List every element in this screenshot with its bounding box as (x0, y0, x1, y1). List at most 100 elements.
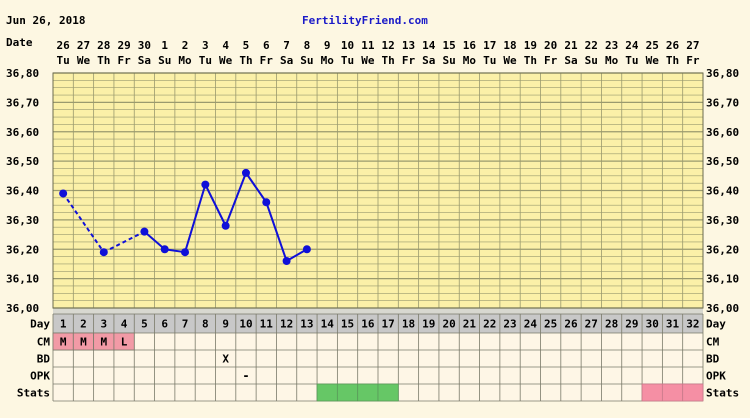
date-tick: 6 (263, 39, 270, 52)
temperature-point (160, 245, 169, 254)
weekday-tick: Mo (321, 54, 335, 67)
temperature-point (140, 227, 149, 236)
y-tick-left: 36,10 (6, 273, 39, 286)
temperature-segment (245, 172, 268, 203)
date-tick: 23 (605, 39, 618, 52)
cycle-day-number: 21 (463, 318, 477, 331)
weekday-tick: Sa (280, 54, 293, 67)
date-tick: 7 (283, 39, 290, 52)
y-tick-left: 36,40 (6, 185, 39, 198)
weekday-tick: Th (97, 54, 110, 67)
date-tick: 3 (202, 39, 209, 52)
cm-value: M (100, 336, 107, 349)
date-tick: 26 (57, 39, 71, 52)
cycle-day-number: 20 (442, 318, 455, 331)
y-tick-left: 36,00 (6, 302, 39, 315)
temperature-gap-segment (103, 230, 145, 254)
date-tick: 17 (483, 39, 496, 52)
weekday-tick: We (219, 54, 233, 67)
day-row-label-left: Day (30, 318, 50, 331)
cycle-day-number: 11 (260, 318, 274, 331)
cycle-day-number: 29 (625, 318, 638, 331)
opk-row-label-left: OPK (30, 370, 50, 383)
cm-value: M (60, 336, 67, 349)
temperature-point (59, 189, 68, 198)
opk-mark: - (242, 369, 249, 383)
weekday-tick: Mo (178, 54, 192, 67)
temperature-segment (204, 184, 227, 227)
weekday-tick: Fr (544, 54, 558, 67)
weekday-tick: Sa (564, 54, 577, 67)
weekday-tick: Tu (483, 54, 496, 67)
y-tick-right: 36,80 (706, 67, 739, 80)
temperature-point (262, 198, 271, 207)
stats-pink-cell (641, 383, 663, 402)
cycle-day-number: 1 (60, 318, 67, 331)
date-tick: 11 (361, 39, 375, 52)
date-tick: 12 (382, 39, 395, 52)
brand-label: FertilityFriend.com (302, 14, 428, 27)
cycle-day-number: 9 (222, 318, 229, 331)
weekday-tick: Sa (422, 54, 435, 67)
cycle-day-number: 28 (605, 318, 618, 331)
date-tick: 26 (666, 39, 680, 52)
weekday-tick: Tu (57, 54, 70, 67)
temperature-point (221, 221, 230, 230)
date-tick: 1 (161, 39, 168, 52)
y-tick-right: 36,30 (706, 214, 739, 227)
date-tick: 21 (564, 39, 578, 52)
temperature-segment (224, 172, 247, 227)
temperature-segment (143, 230, 166, 251)
date-tick: 2 (182, 39, 189, 52)
date-tick: 24 (625, 39, 639, 52)
weekday-tick: Su (300, 54, 313, 67)
weekday-tick: Th (524, 54, 537, 67)
weekday-tick: Fr (117, 54, 131, 67)
cycle-day-number: 7 (182, 318, 189, 331)
cycle-day-number: 25 (544, 318, 557, 331)
temperature-point (201, 180, 210, 189)
cycle-day-number: 14 (321, 318, 335, 331)
weekday-tick: Mo (463, 54, 477, 67)
weekday-tick: Tu (199, 54, 212, 67)
date-tick: 16 (463, 39, 477, 52)
temperature-point (241, 168, 250, 177)
y-tick-right: 36,60 (706, 126, 739, 139)
cycle-day-number: 12 (280, 318, 293, 331)
date-tick: 5 (243, 39, 250, 52)
y-tick-right: 36,50 (706, 155, 739, 168)
y-tick-left: 36,20 (6, 243, 39, 256)
date-tick: 27 (77, 39, 90, 52)
date-tick: 4 (222, 39, 229, 52)
y-tick-left: 36,70 (6, 96, 39, 109)
cycle-day-number: 8 (202, 318, 209, 331)
date-tick: 28 (97, 39, 110, 52)
cycle-day-number: 15 (341, 318, 354, 331)
bd-mark: X (222, 353, 229, 366)
cycle-day-number: 10 (239, 318, 252, 331)
weekday-tick: Su (442, 54, 455, 67)
weekday-tick: Th (239, 54, 252, 67)
cycle-day-number: 17 (382, 318, 395, 331)
stats-row-label-right: Stats (706, 387, 739, 400)
day-row-label-right: Day (706, 318, 726, 331)
date-tick: 18 (503, 39, 516, 52)
cm-value: L (121, 336, 128, 349)
date-tick: 15 (442, 39, 455, 52)
y-tick-left: 36,30 (6, 214, 39, 227)
temperature-point (181, 248, 190, 257)
bd-row-label-right: BD (706, 353, 720, 366)
stats-pink-cell (661, 383, 684, 402)
chart-date: Jun 26, 2018 (6, 14, 85, 27)
cycle-day-number: 18 (402, 318, 415, 331)
temperature-point (282, 257, 291, 265)
y-tick-right: 36,10 (706, 273, 739, 286)
cycle-day-number: 4 (121, 318, 128, 331)
cycle-day-number: 26 (564, 318, 578, 331)
y-tick-right: 36,20 (706, 243, 739, 256)
y-tick-right: 36,40 (706, 185, 739, 198)
weekday-tick: We (77, 54, 91, 67)
date-tick: 20 (544, 39, 557, 52)
